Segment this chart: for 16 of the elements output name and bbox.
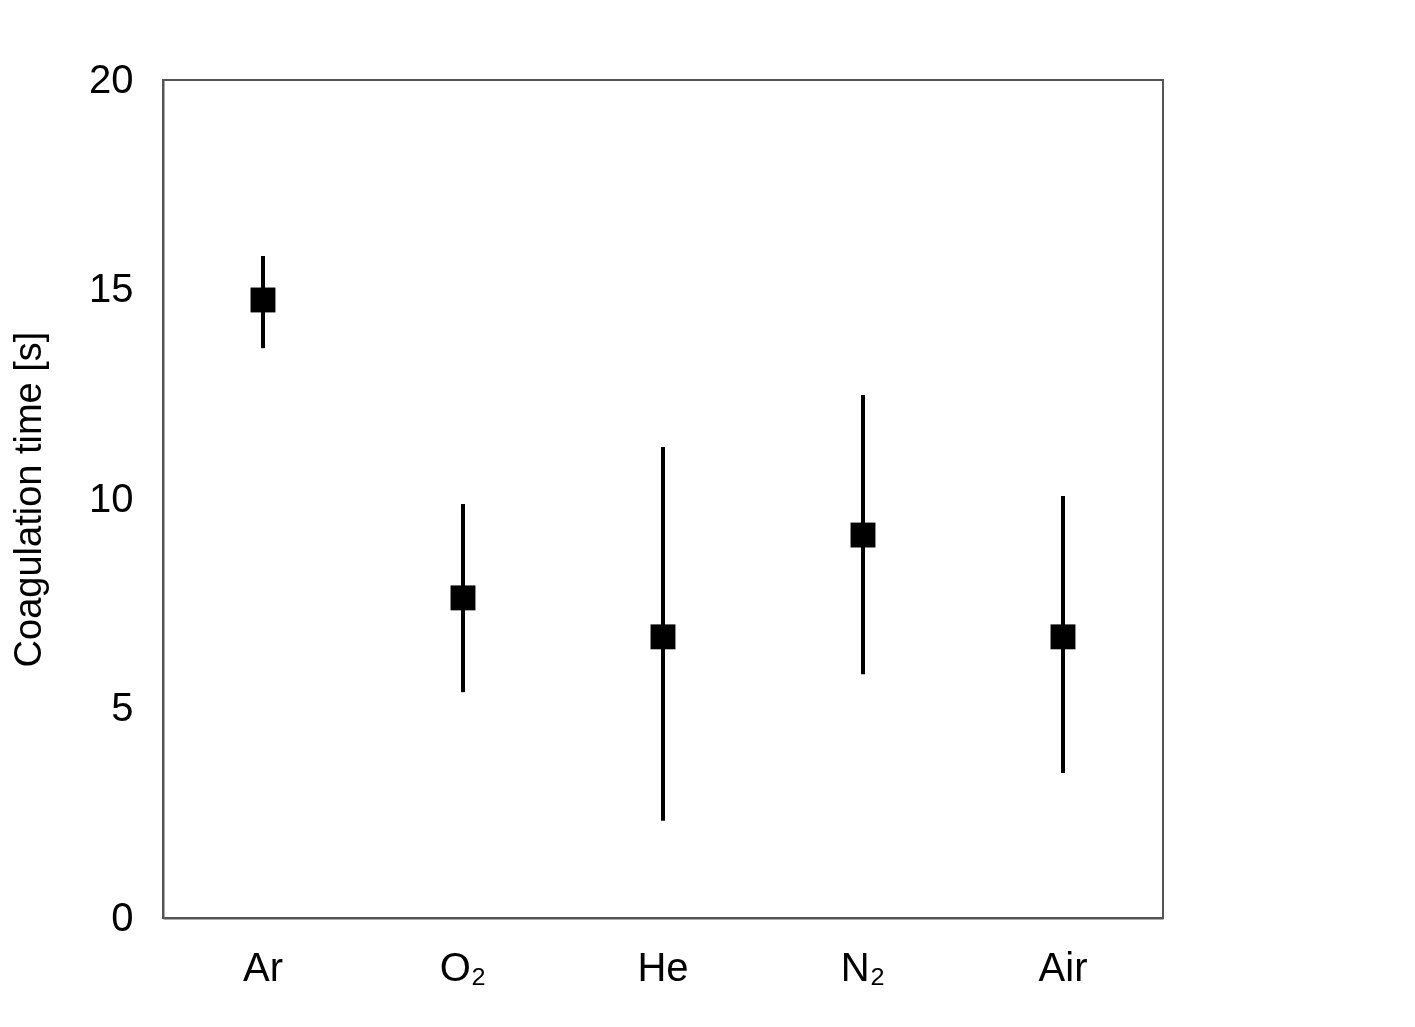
y-axis-title: Coagulation time [s] (7, 331, 50, 668)
y-tick-label: 5 (111, 685, 134, 729)
x-tick-label: O₂ (439, 944, 487, 989)
y-tick-label: 20 (89, 56, 134, 101)
y-tick-label: 10 (89, 475, 134, 520)
x-tick-label: Air (1038, 944, 1088, 989)
point (1050, 624, 1076, 650)
y-tick-label: 0 (111, 894, 134, 939)
x-tick-label: He (637, 944, 689, 989)
y-tick-label: 15 (89, 266, 134, 310)
x-tick-label: Ar (243, 944, 283, 989)
point (850, 522, 876, 548)
point (450, 585, 476, 611)
point (250, 287, 276, 313)
point (650, 624, 676, 650)
x-tick-label: N₂ (840, 944, 886, 989)
